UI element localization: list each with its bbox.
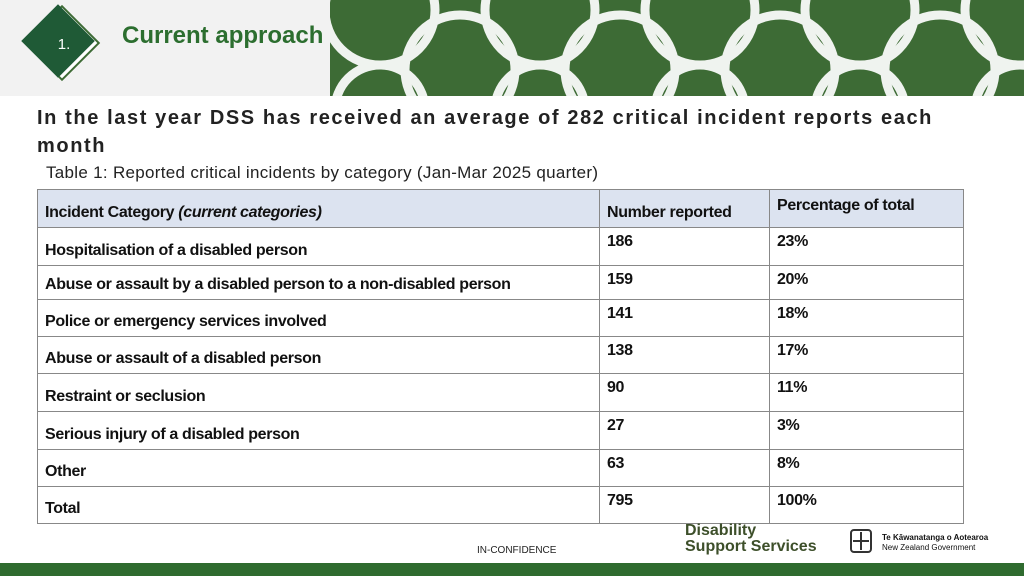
table-row: Hospitalisation of a disabled person 186 2… [37, 227, 964, 266]
table-cell: Police or emergency services involved [37, 299, 600, 337]
table-cell: 100% [769, 486, 964, 524]
heading: In the last year DSS has received an ave… [37, 107, 933, 157]
crest [850, 529, 872, 553]
dss-logo: Disability Support Services [685, 523, 817, 555]
header-note: (current categories) [178, 204, 322, 221]
table-cell: Abuse or assault by a disabled person to… [37, 265, 600, 300]
header-cell: Number reported [599, 189, 770, 228]
header-row: Incident Category (current categories) N… [37, 189, 964, 228]
govt-line: New Zealand Government [882, 543, 976, 552]
logo-line: Disability [685, 522, 757, 539]
table-cell: 3% [769, 411, 964, 450]
table-cell: 23% [769, 227, 964, 266]
logo-line: Support Services [685, 538, 817, 555]
table-cell: 17% [769, 336, 964, 374]
table-cell: 186 [599, 227, 770, 266]
table-cell: 138 [599, 336, 770, 374]
table-row: Total 795 100% [37, 486, 964, 524]
header-text: Incident Category [45, 204, 175, 221]
incident-table: Incident Category (current categories) N… [37, 189, 964, 524]
table-row: Restraint or seclusion 90 11% [37, 373, 964, 412]
classification: IN-CONFIDENCE [477, 545, 557, 556]
table-cell: 11% [769, 373, 964, 412]
table-cell: Serious injury of a disabled person [37, 411, 600, 450]
table-cell: 8% [769, 449, 964, 487]
footer-bar [0, 563, 1024, 576]
table-cell: 18% [769, 299, 964, 337]
table-cell: Abuse or assault of a disabled person [37, 336, 600, 374]
govt-logo: Te Kāwanatanga o Aotearoa New Zealand Go… [882, 533, 988, 553]
govt-line: Te Kāwanatanga o Aotearoa [882, 533, 989, 542]
section-number: 1. [58, 36, 71, 53]
slide-title: Current approach [122, 22, 323, 49]
table-cell: 63 [599, 449, 770, 487]
table-row: Abuse or assault of a disabled person 138… [37, 336, 964, 374]
table-row: Abuse or assault by a disabled person to… [37, 265, 964, 300]
table-cell: 90 [599, 373, 770, 412]
header-cell: Percentage of total [769, 189, 964, 228]
table-cell: Other [37, 449, 600, 487]
table-cell: 141 [599, 299, 770, 337]
table-cell: Restraint or seclusion [37, 373, 600, 412]
table-cell: 159 [599, 265, 770, 300]
table-row: Police or emergency services involved 141… [37, 299, 964, 337]
banner: 1. Current approach [0, 0, 1024, 96]
table-row: Other 63 8% [37, 449, 964, 487]
table-row: Serious injury of a disabled person 27 3% [37, 411, 964, 450]
header-cell: Incident Category (current categories) [37, 189, 600, 228]
table-cell: 27 [599, 411, 770, 450]
table-cell: 20% [769, 265, 964, 300]
caption: Table 1: Reported critical incidents by … [46, 163, 599, 182]
table-cell: Hospitalisation of a disabled person [37, 227, 600, 266]
table-cell: 795 [599, 486, 770, 524]
table-cell: Total [37, 486, 600, 524]
